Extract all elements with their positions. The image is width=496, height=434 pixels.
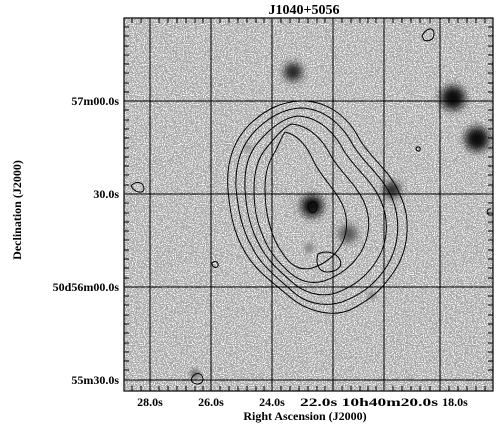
contour-core	[307, 201, 318, 213]
figure-title: J1040+5056	[269, 3, 340, 18]
contour-level-2	[235, 107, 399, 305]
optical-source	[304, 243, 314, 253]
x-tick-label: 26.0s	[198, 395, 224, 409]
tick-marks	[124, 18, 493, 391]
optical-source	[368, 291, 376, 299]
radio-contours	[130, 28, 493, 385]
contour-level-4	[253, 123, 370, 283]
optical-source	[284, 63, 302, 81]
x-tick-label: 18.0s	[442, 395, 468, 409]
contour-small	[130, 181, 145, 193]
contour-small	[190, 373, 204, 385]
x-axis-label: Right Ascension (J2000)	[243, 409, 366, 423]
y-tick-label: 55m30.0s	[71, 373, 119, 387]
contour-small	[421, 28, 435, 42]
y-tick-labels: 57m00.0s 30.0s 50d56m00.0s 55m30.0s	[53, 94, 120, 387]
contour-small	[211, 261, 219, 268]
x-tick-label: 28.0s	[137, 395, 163, 409]
contour-level-1	[227, 100, 408, 314]
contour-level-5	[264, 131, 348, 270]
optical-source	[465, 127, 489, 151]
contour-inner-peak	[316, 251, 342, 273]
x-tick-label: 22.0s 10h40m20.0s	[300, 395, 438, 409]
contour-small	[486, 208, 493, 216]
optical-source	[301, 195, 323, 217]
x-tick-labels: 28.0s 26.0s 24.0s 22.0s 10h40m20.0s 18.0…	[137, 395, 468, 409]
optical-source	[339, 225, 357, 243]
contour-small	[415, 146, 421, 152]
x-tick-label: 24.0s	[259, 395, 285, 409]
y-tick-label: 57m00.0s	[71, 94, 119, 108]
y-tick-label: 50d56m00.0s	[53, 280, 120, 294]
contour-level-3	[244, 115, 387, 296]
optical-source	[441, 86, 465, 110]
y-axis-label: Declination (J2000)	[10, 160, 24, 260]
y-tick-label: 30.0s	[93, 187, 119, 201]
image-panel	[124, 18, 493, 391]
optical-source	[244, 144, 252, 152]
coordinate-grid	[124, 18, 493, 391]
